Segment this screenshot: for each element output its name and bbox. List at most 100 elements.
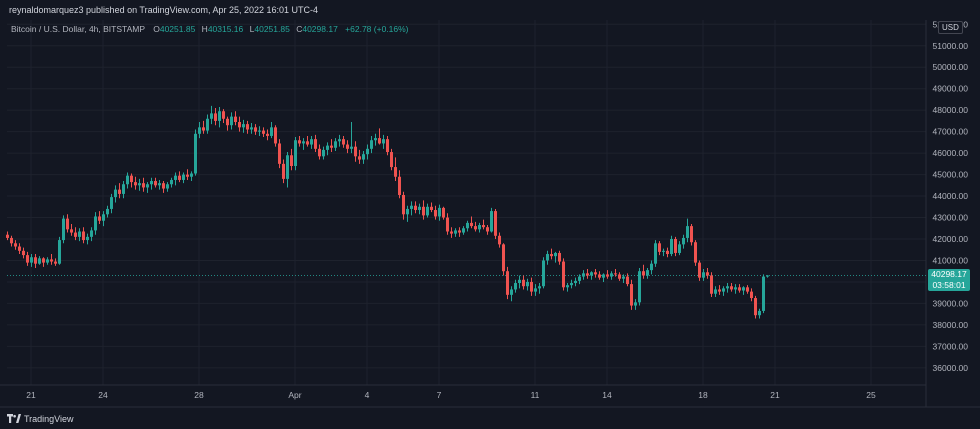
close-value: 40298.17 [302, 24, 338, 34]
candle-body [362, 154, 365, 160]
candle-body [206, 118, 209, 131]
low-value: 40251.85 [254, 24, 290, 34]
y-tick-label: 49000.00 [933, 84, 969, 94]
y-tick-label: 47000.00 [933, 127, 969, 137]
candle-body [610, 273, 613, 277]
candle-body [250, 127, 253, 130]
candle-body [366, 148, 369, 155]
candle-body [114, 189, 117, 198]
candle-body [646, 270, 649, 276]
candle-body [438, 207, 441, 217]
candle-body [18, 246, 21, 251]
candle-body [694, 242, 697, 263]
candle-body [230, 116, 233, 126]
candle-body [462, 228, 465, 233]
candle-body [130, 175, 133, 183]
candle-body [350, 146, 353, 149]
bar-countdown: 03:58:01 [932, 279, 966, 290]
candle-body [658, 243, 661, 252]
candle-body [562, 261, 565, 288]
candle-body [554, 252, 557, 257]
candle-body [318, 148, 321, 157]
x-tick-label: Apr [288, 390, 301, 400]
candle-body [90, 230, 93, 237]
candle-body [466, 222, 469, 229]
candle-body [110, 197, 113, 209]
candle-body [410, 205, 413, 209]
candle-body [382, 139, 385, 144]
candle-body [702, 272, 705, 278]
candle-body [402, 194, 405, 215]
candle-body [526, 281, 529, 287]
tradingview-logo[interactable]: TradingView [7, 414, 74, 424]
candle-body [482, 225, 485, 228]
candle-body [486, 227, 489, 232]
change-value: +62.78 (+0.16%) [345, 24, 409, 34]
candle-body [470, 222, 473, 227]
candle-body [194, 133, 197, 174]
candle-body [290, 155, 293, 166]
candle-body [322, 149, 325, 157]
candle-body [234, 116, 237, 122]
candle-body [226, 118, 229, 126]
x-tick-label: 4 [365, 390, 370, 400]
candle-body [214, 113, 217, 121]
candle-body [726, 286, 729, 289]
candle-body [570, 283, 573, 286]
candle-body [746, 287, 749, 292]
candle-body [494, 211, 497, 236]
tradingview-brand: TradingView [24, 414, 74, 424]
candle-body [666, 250, 669, 255]
candle-body [342, 139, 345, 145]
candle-body [578, 276, 581, 281]
x-tick-label: 7 [437, 390, 442, 400]
candle-body [718, 289, 721, 292]
candle-body [614, 273, 617, 275]
candle-body [146, 184, 149, 188]
candle-body [546, 254, 549, 261]
candle-body [26, 255, 29, 263]
candle-body [358, 156, 361, 160]
candle-body [534, 288, 537, 292]
candle-body [174, 175, 177, 180]
candle-body [210, 113, 213, 119]
candle-body [82, 231, 85, 241]
candle-body [550, 254, 553, 257]
candle-body [162, 183, 165, 189]
candle-body [542, 260, 545, 287]
candle-body [706, 272, 709, 276]
candle-body [682, 237, 685, 245]
y-tick-label: 51000.00 [933, 41, 969, 51]
currency-badge[interactable]: USD [938, 21, 963, 34]
candle-body [238, 121, 241, 128]
candle-body [478, 225, 481, 230]
candle-body [198, 127, 201, 134]
candle-body [506, 271, 509, 295]
candle-body [294, 140, 297, 166]
candle-body [590, 272, 593, 276]
candle-body [142, 183, 145, 188]
candle-body [138, 183, 141, 186]
candle-body [10, 237, 13, 244]
last-price-tag: 40298.17 03:58:01 [928, 268, 970, 291]
candle-body [582, 273, 585, 277]
candle-body [606, 274, 609, 277]
candle-body [662, 250, 665, 252]
candle-body [742, 287, 745, 291]
candle-body [134, 182, 137, 186]
candle-body [334, 141, 337, 148]
candle-body [654, 243, 657, 264]
candle-body [282, 163, 285, 179]
candle-body [166, 184, 169, 189]
candle-body [406, 208, 409, 215]
candle-body [118, 189, 121, 194]
candle-body [522, 279, 525, 287]
candle-body [510, 289, 513, 295]
candle-body [150, 181, 153, 185]
candle-body [390, 152, 393, 168]
candle-body [426, 206, 429, 216]
y-tick-label: 45000.00 [933, 170, 969, 180]
candle-body [650, 263, 653, 271]
published-caption: reynaldomarquez3 published on TradingVie… [9, 5, 319, 15]
